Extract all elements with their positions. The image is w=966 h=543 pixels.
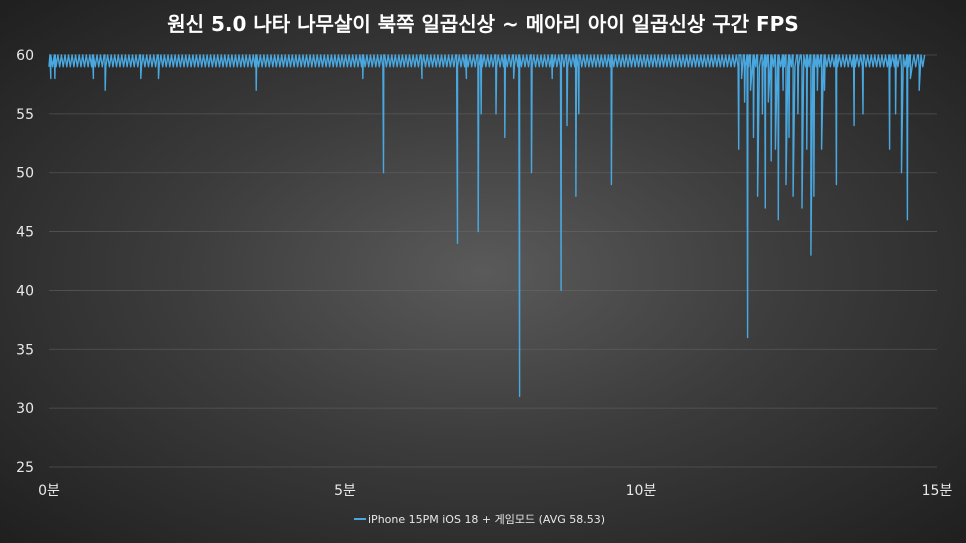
- x-tick-label: 15분: [922, 483, 953, 499]
- x-tick-label: 10분: [626, 483, 657, 499]
- y-axis-ticks: 25 30 35 40 45 50 55 60: [16, 48, 34, 476]
- y-tick-label: 50: [16, 166, 34, 182]
- y-tick-label: 55: [16, 107, 34, 123]
- x-tick-label: 0분: [38, 483, 60, 499]
- y-tick-label: 40: [16, 283, 34, 299]
- x-axis-ticks: 0분 5분 10분 15분: [38, 483, 952, 499]
- legend: iPhone 15PM iOS 18 + 게임모드 (AVG 58.53): [354, 513, 605, 526]
- y-tick-label: 60: [16, 48, 34, 64]
- series-line: [48, 54, 926, 398]
- y-tick-label: 30: [16, 401, 34, 417]
- series-group: [48, 54, 926, 398]
- chart-title: 원신 5.0 나타 나무살이 북쪽 일곱신상 ~ 메아리 아이 일곱신상 구간 …: [167, 12, 799, 36]
- y-tick-label: 25: [16, 460, 34, 476]
- grid-lines: [49, 54, 937, 468]
- legend-label: iPhone 15PM iOS 18 + 게임모드 (AVG 58.53): [368, 513, 605, 526]
- y-tick-label: 35: [16, 342, 34, 358]
- x-tick-label: 5분: [334, 483, 356, 499]
- y-tick-label: 45: [16, 225, 34, 241]
